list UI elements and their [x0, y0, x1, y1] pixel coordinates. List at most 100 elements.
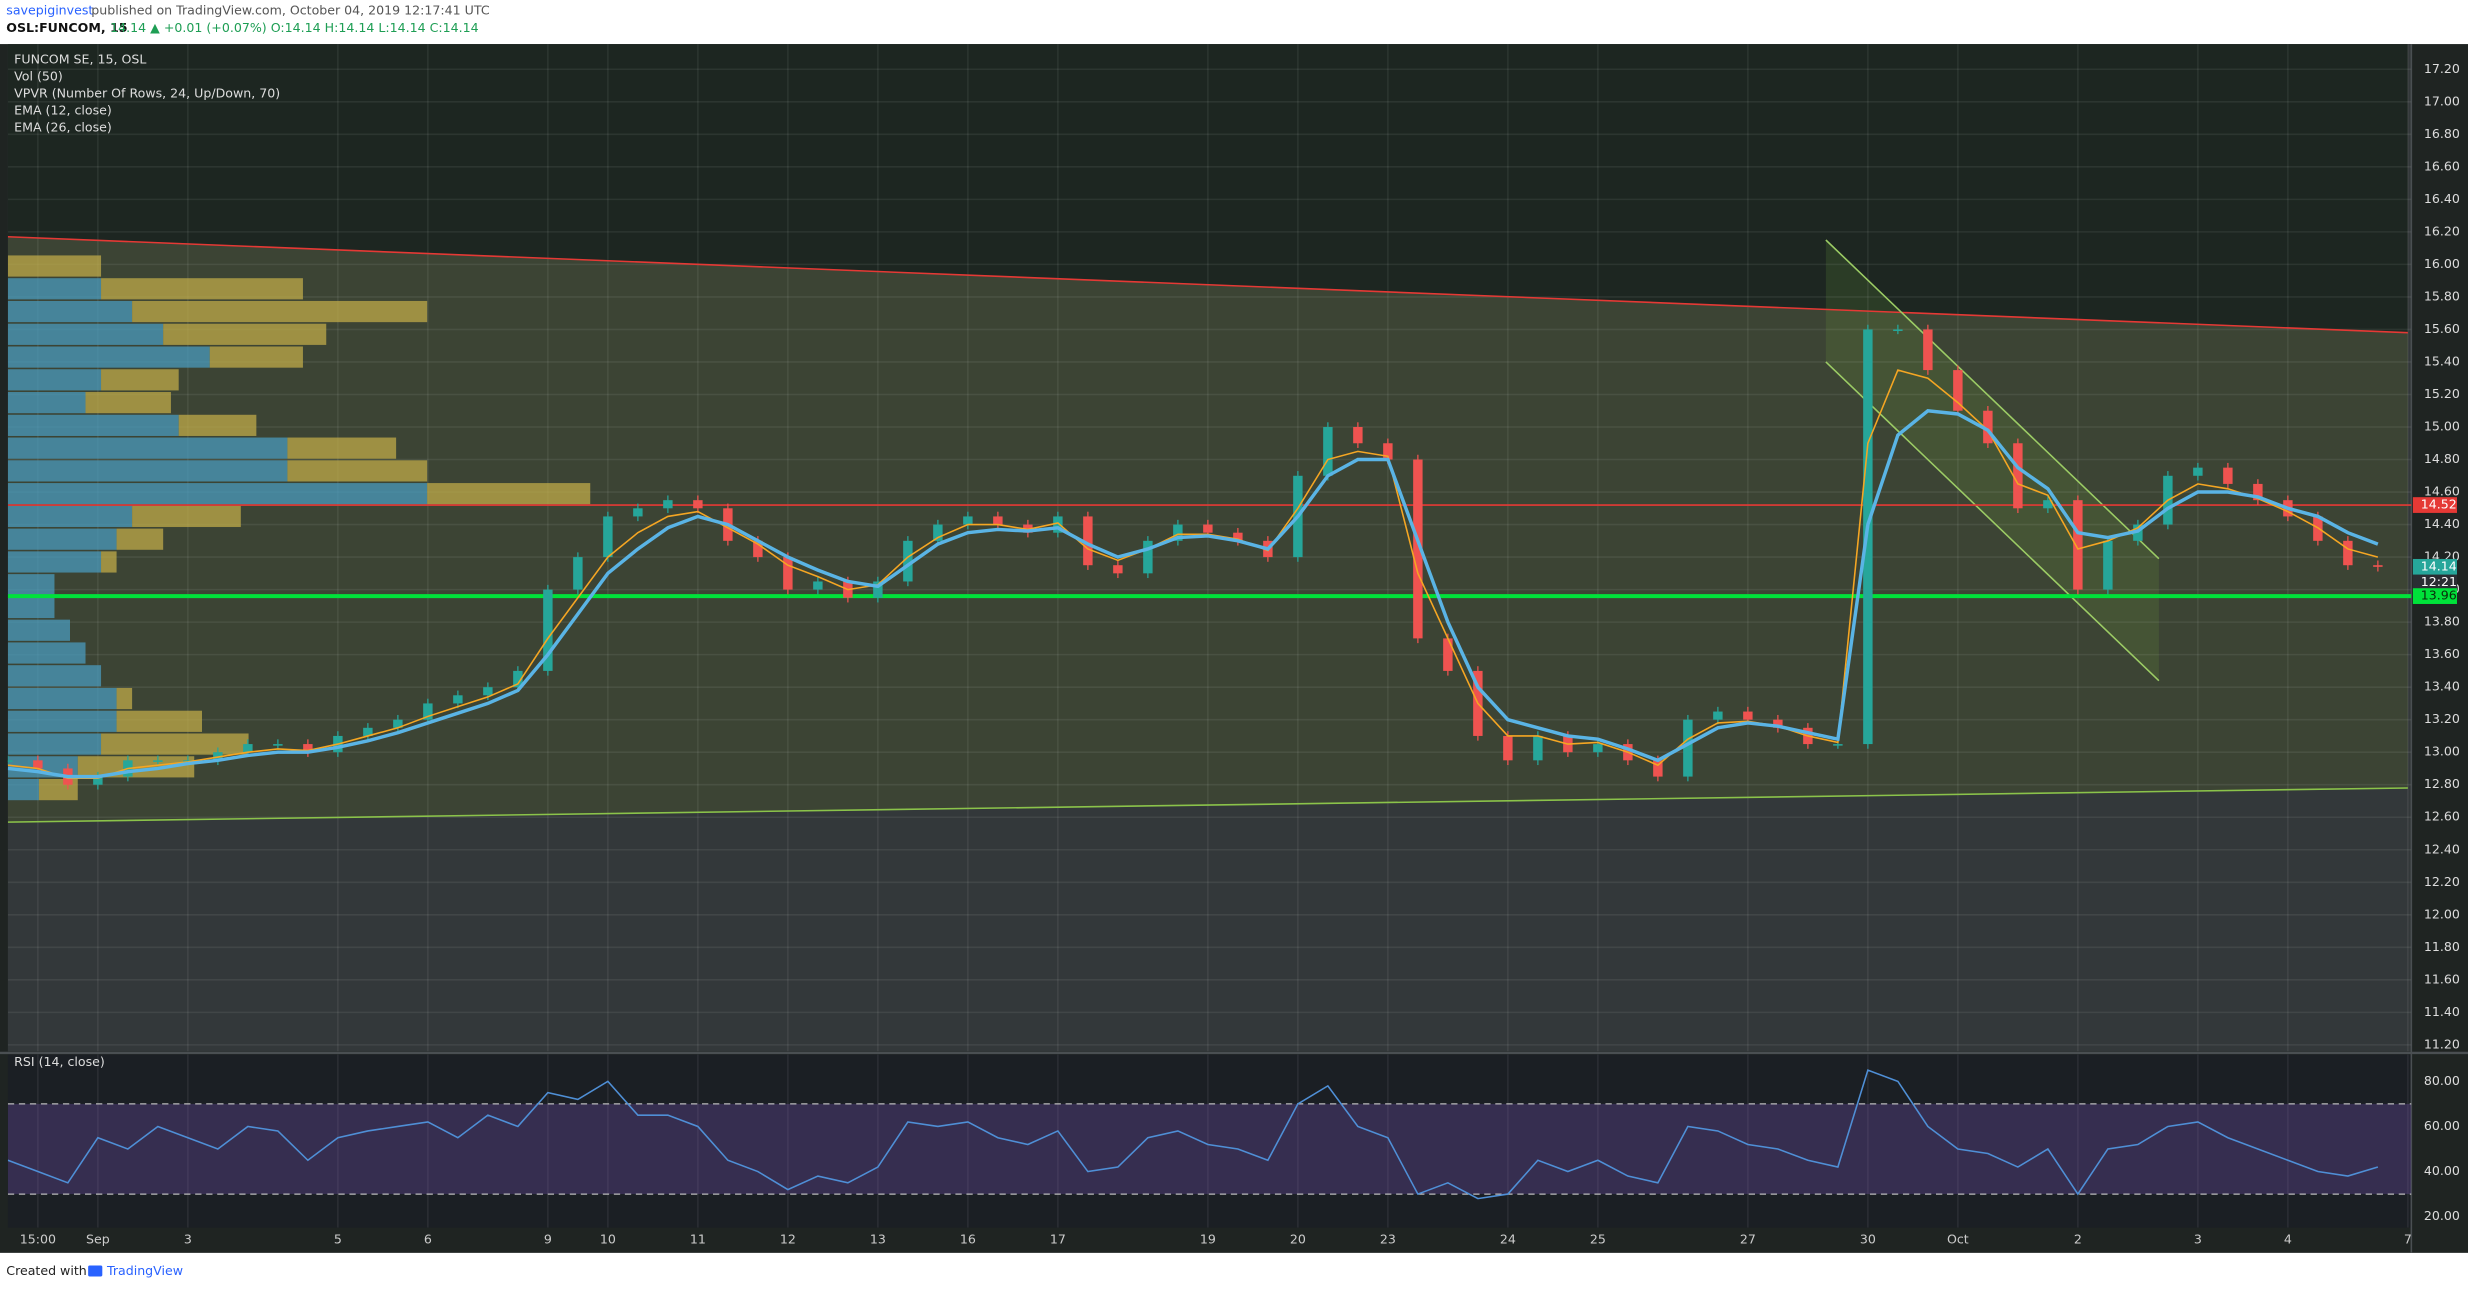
candle [2223, 467, 2233, 484]
y-tick-label: 14.40 [2424, 516, 2460, 531]
candle [1833, 744, 1843, 746]
footer-brand[interactable]: TradingView [106, 1263, 183, 1278]
candle [963, 516, 973, 525]
indicator-label: VPVR (Number Of Rows, 24, Up/Down, 70) [14, 86, 280, 101]
candle [1233, 532, 1243, 541]
candle [33, 760, 43, 769]
x-tick-label: 13 [870, 1232, 886, 1247]
trend-line [1825, 361, 2160, 682]
vpvr-up [7, 779, 39, 801]
rsi-plot [7, 1054, 2412, 1228]
rsi-line [7, 1069, 2379, 1200]
vpvr-down [116, 528, 164, 550]
y-tick-label: 12.20 [2424, 874, 2460, 889]
x-tick-label: 30 [1860, 1232, 1876, 1247]
candle [1113, 565, 1123, 574]
candle [1983, 410, 1993, 444]
vpvr-up [7, 414, 179, 436]
ema-line [7, 408, 2379, 779]
indicator-label: EMA (26, close) [14, 120, 112, 135]
rsi-tick-label: 80.00 [2424, 1073, 2460, 1088]
x-tick-label: 20 [1290, 1232, 1306, 1247]
y-tick-label: 15.00 [2424, 418, 2460, 433]
y-tick-label: 15.40 [2424, 353, 2460, 368]
y-tick-label: 15.20 [2424, 386, 2460, 401]
price-marker-label: 14.52 [2421, 497, 2457, 512]
candle [183, 760, 193, 762]
vpvr-up [7, 346, 210, 368]
candle [2193, 467, 2203, 476]
vpvr-up [7, 528, 117, 550]
candle [813, 581, 823, 590]
vpvr-down [101, 551, 117, 573]
pane-title: FUNCOM SE, 15, OSL [14, 51, 146, 66]
candle [393, 719, 403, 728]
candle [573, 557, 583, 590]
author: savepiginvest [6, 3, 93, 18]
candle [1323, 426, 1333, 476]
vpvr-up [7, 574, 55, 596]
y-tick-label: 11.80 [2424, 939, 2460, 954]
candle [243, 744, 253, 753]
candle [1743, 711, 1753, 720]
candle [7, 760, 13, 762]
candle [1653, 760, 1663, 777]
y-tick-label: 13.80 [2424, 614, 2460, 629]
candle [1773, 719, 1783, 728]
y-tick-label: 11.60 [2424, 971, 2460, 986]
vpvr-down [101, 278, 303, 300]
candle [2103, 540, 2113, 590]
rsi-pane [7, 1054, 2412, 1228]
x-tick-label: 23 [1380, 1232, 1396, 1247]
candle [1083, 516, 1093, 566]
vpvr-up [7, 278, 102, 300]
candle [1593, 744, 1603, 753]
indicator-label: Vol (50) [14, 69, 63, 84]
y-tick-label: 17.20 [2424, 61, 2460, 76]
vpvr-down [132, 505, 241, 528]
vpvr-up [7, 733, 102, 755]
candle [363, 727, 373, 736]
vpvr-up [7, 483, 428, 505]
y-tick-label: 16.00 [2424, 256, 2460, 271]
vpvr-down [427, 483, 591, 505]
price-marker-label: 14.14 [2421, 558, 2457, 573]
vpvr-down [287, 460, 428, 482]
y-tick-label: 13.40 [2424, 679, 2460, 694]
rsi-tick-label: 20.00 [2424, 1208, 2460, 1223]
vpvr-up [7, 710, 117, 732]
vpvr-down [7, 255, 102, 277]
candle [2253, 483, 2263, 501]
vpvr-up [7, 665, 102, 687]
x-tick-label: 6 [424, 1232, 432, 1247]
candle [213, 752, 223, 761]
y-tick-label: 15.60 [2424, 321, 2460, 336]
vpvr-up [7, 300, 133, 323]
vpvr-down [178, 414, 257, 436]
vpvr-up [7, 323, 164, 345]
candle [2013, 443, 2023, 509]
rsi-tick-label: 40.00 [2424, 1163, 2460, 1178]
x-tick-label: 10 [600, 1232, 616, 1247]
candle [2043, 500, 2053, 509]
vpvr-up [7, 642, 86, 664]
vpvr-down [287, 437, 397, 459]
rsi-band [7, 1103, 2412, 1195]
candle [633, 508, 643, 517]
candle [423, 703, 433, 720]
candle [1893, 329, 1903, 332]
vpvr-up [7, 596, 55, 619]
published: published on TradingView.com, October 04… [91, 3, 490, 18]
y-tick-label: 13.60 [2424, 646, 2460, 661]
candle [1533, 735, 1543, 761]
candle [1413, 459, 1423, 639]
vpvr-down [85, 392, 171, 414]
x-tick-label: 15:00 [20, 1232, 56, 1247]
x-tick-label: 2 [2074, 1232, 2082, 1247]
vpvr-down [101, 733, 249, 755]
candle [1953, 370, 1963, 411]
candle [1443, 638, 1453, 671]
vpvr-down [163, 323, 327, 345]
y-tick-label: 16.80 [2424, 126, 2460, 141]
